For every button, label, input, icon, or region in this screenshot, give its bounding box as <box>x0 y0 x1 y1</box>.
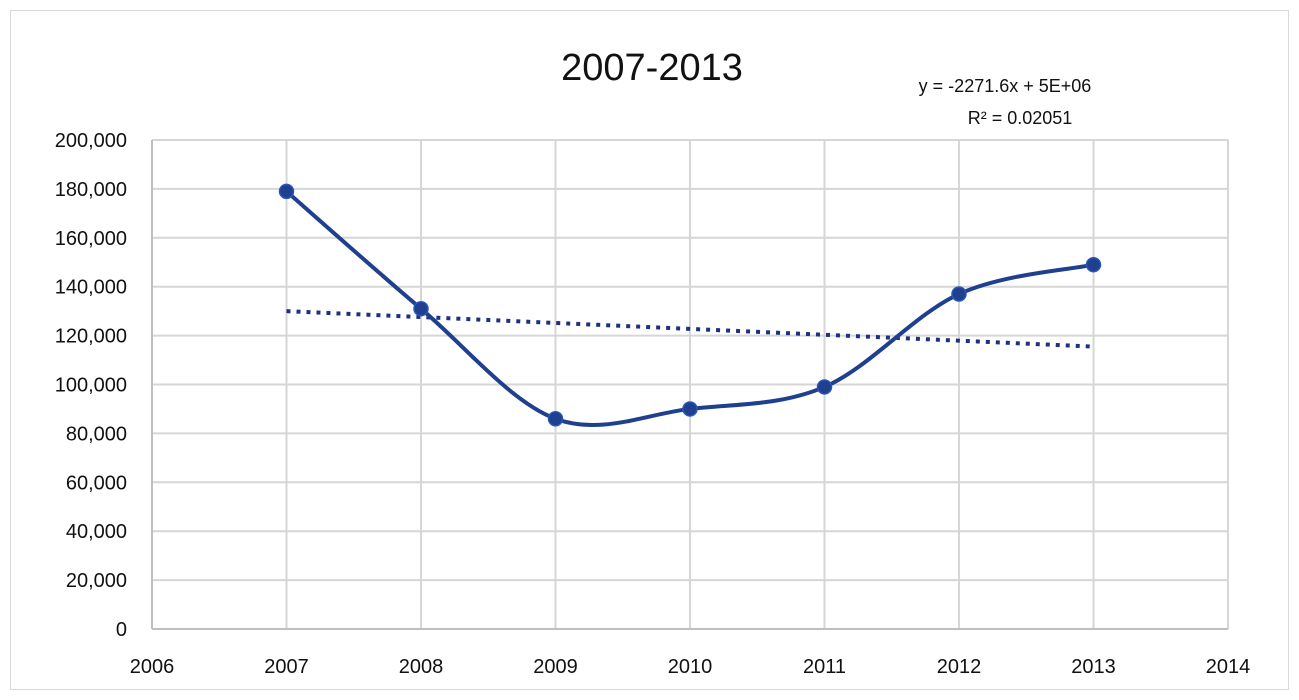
x-tick-label: 2007 <box>264 656 309 678</box>
data-point <box>278 183 295 200</box>
gridlines <box>152 139 1229 629</box>
y-tick-label: 20,000 <box>66 570 127 592</box>
x-tick-label: 2012 <box>937 656 982 678</box>
x-tick-label: 2013 <box>1071 656 1116 678</box>
y-tick-label: 40,000 <box>66 521 127 543</box>
data-point <box>547 410 564 427</box>
axes <box>151 140 1228 630</box>
chart-frame <box>10 10 1289 690</box>
trendline-layer <box>286 309 1094 349</box>
y-tick-label: 100,000 <box>55 375 127 397</box>
y-tick-label: 60,000 <box>66 472 127 494</box>
y-tick-label: 140,000 <box>55 277 127 299</box>
data-point <box>816 379 833 395</box>
series-layer <box>278 183 1102 427</box>
chart-title: 2007-2013 <box>561 47 743 89</box>
y-tick-label: 200,000 <box>55 130 127 152</box>
data-point <box>1085 256 1102 273</box>
x-tick-label: 2011 <box>803 656 846 678</box>
data-point <box>682 401 698 417</box>
x-tick-label: 2009 <box>533 656 578 678</box>
x-tick-label: 2006 <box>130 656 175 678</box>
y-tick-label: 0 <box>116 619 127 641</box>
data-point <box>413 300 429 317</box>
y-tick-label: 180,000 <box>55 179 127 201</box>
trendline <box>286 309 1094 349</box>
data-point <box>951 286 967 302</box>
trendline-equation: y = -2271.6x + 5E+06 <box>919 76 1092 96</box>
x-tick-label: 2010 <box>668 656 713 678</box>
x-tick-label: 2014 <box>1206 656 1251 678</box>
y-tick-label: 120,000 <box>55 326 127 348</box>
trendline-r-squared: R² = 0.02051 <box>968 108 1073 128</box>
y-tick-label: 160,000 <box>55 228 127 250</box>
x-tick-label: 2008 <box>399 656 444 678</box>
y-tick-labels: 0 20,000 40,000 60,000 80,000 100,000 120,000 1… <box>55 130 127 641</box>
x-tick-labels: 2006 2007 2008 2009 2010 2011 2012 2013 2014 <box>130 656 1251 678</box>
y-tick-label: 80,000 <box>66 423 127 445</box>
